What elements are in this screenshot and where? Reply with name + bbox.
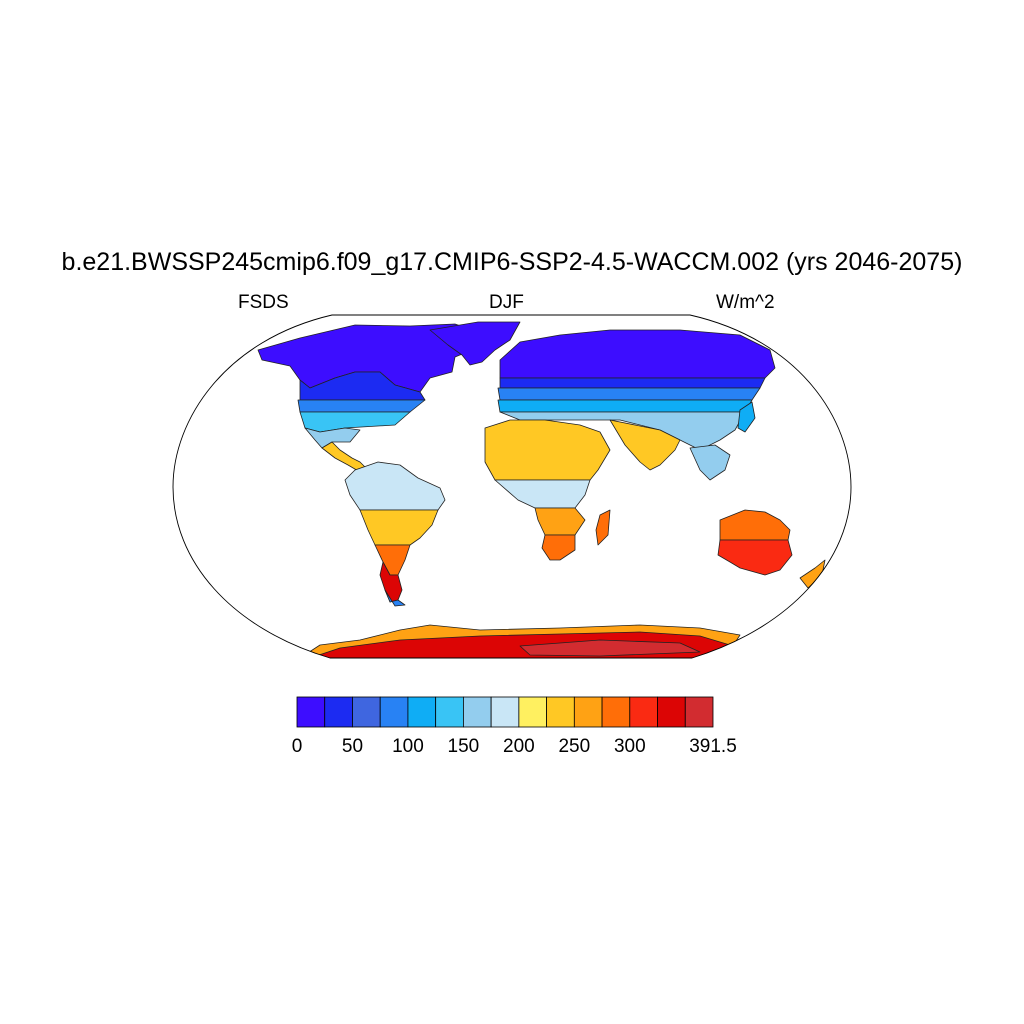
south-america-cape (384, 589, 406, 607)
season-label: DJF (489, 292, 524, 313)
south-america-central (359, 509, 439, 546)
australia-south (717, 539, 793, 576)
africa-south-2 (541, 534, 576, 561)
greenland (429, 321, 521, 366)
colorbar-box (629, 696, 658, 728)
map-outline (172, 314, 852, 659)
colorbar-box (601, 696, 631, 728)
australia (717, 509, 826, 589)
colorbar-box (296, 696, 326, 728)
australia-north (719, 509, 791, 541)
north-america (257, 321, 521, 473)
south-asia (609, 419, 681, 471)
central-america (321, 441, 369, 473)
colorbar-tick-label: 300 (613, 736, 646, 757)
colorbar-box (546, 696, 575, 728)
colorbar-box (573, 696, 603, 728)
eurasia-boreal (499, 377, 766, 389)
north-america-midlat-1 (297, 399, 426, 413)
africa-south-1 (534, 507, 586, 536)
colorbar-box (324, 696, 353, 728)
colorbar (296, 696, 714, 728)
colorbar-box (407, 696, 437, 728)
colorbar-box (684, 696, 714, 728)
units-label: W/m^2 (716, 292, 775, 313)
colorbar-box (352, 696, 381, 728)
colorbar-box (379, 696, 409, 728)
colorbar-box (657, 696, 686, 728)
eurasia-arctic (499, 329, 776, 379)
eurasia-midlat-2 (497, 399, 753, 413)
north-america-south (304, 427, 361, 449)
colorbar-tick-label: 100 (392, 736, 424, 757)
south-america-north (344, 461, 446, 511)
colorbar-tick-label: 150 (447, 736, 480, 757)
colorbar-tick-label: 200 (503, 736, 535, 757)
africa-central (494, 479, 591, 509)
southeast-asia (689, 444, 731, 481)
colorbar-box (462, 696, 492, 728)
colorbar-tick-label: 391.5 (689, 736, 737, 757)
colorbar-tick-label: 50 (341, 736, 364, 757)
eurasia (497, 329, 776, 481)
antarctica (299, 624, 741, 658)
variable-label: FSDS (238, 292, 289, 313)
africa (484, 419, 611, 561)
colorbar-box (518, 696, 547, 728)
japan (737, 401, 756, 433)
eurasia-midlat-1 (497, 387, 761, 401)
colorbar-box (435, 696, 464, 728)
south-america-south (374, 544, 411, 576)
plot-title: b.e21.BWSSP245cmip6.f09_g17.CMIP6-SSP2-4… (61, 248, 963, 276)
africa-north (484, 419, 611, 481)
madagascar (595, 509, 611, 546)
new-zealand (799, 559, 826, 589)
south-america (344, 461, 446, 607)
colorbar-box (490, 696, 520, 728)
colorbar-tick-label: 250 (558, 736, 591, 757)
colorbar-tick-label: 0 (291, 736, 303, 757)
antarctica-plateau (519, 639, 701, 657)
